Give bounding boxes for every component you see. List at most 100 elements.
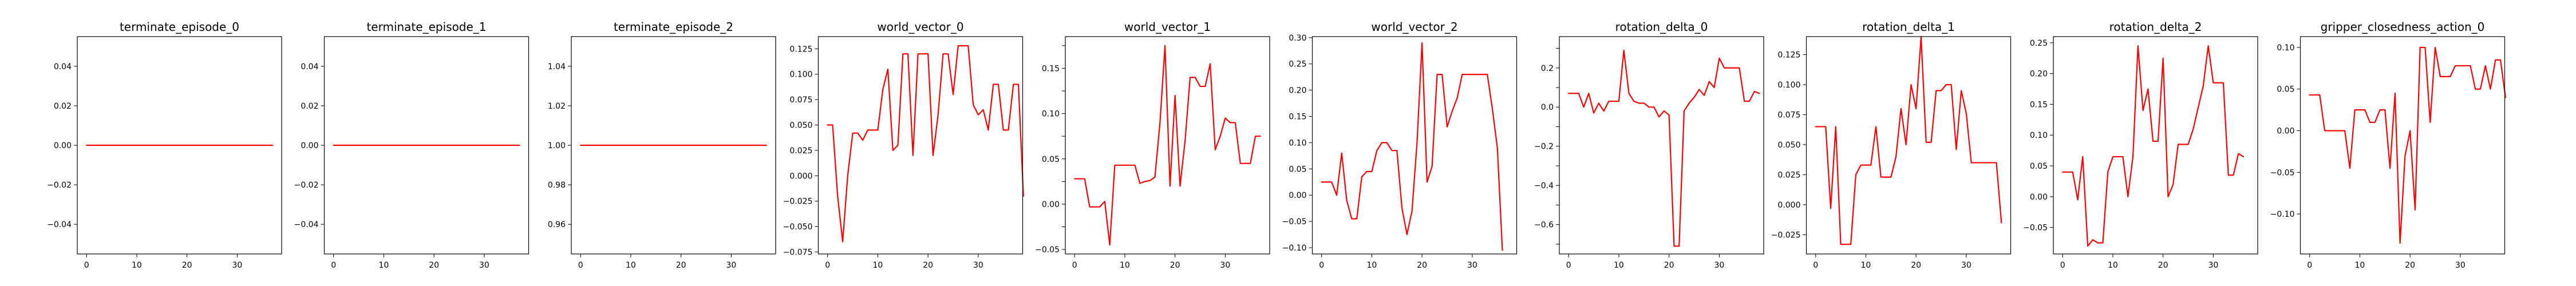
y-tick-label: 0.100: [1777, 81, 1800, 90]
y-tick-label: 0.10: [1042, 110, 1060, 119]
x-tick-label: 30: [726, 261, 736, 270]
y-tick-label: 0.025: [1777, 170, 1800, 180]
x-tick-label: 20: [923, 261, 933, 270]
axes-frame: [1559, 36, 1764, 255]
x-tick-label: 10: [1614, 261, 1624, 270]
x-tick-label: 30: [973, 261, 983, 270]
x-tick-label: 30: [1467, 261, 1477, 270]
y-tick-label: 0.15: [1042, 64, 1060, 73]
subplot-7: rotation_delta_1 0 10 20 30 −0.025 0.000 0.025 0…: [1771, 20, 2012, 270]
y-tick-label: 0.10: [2277, 43, 2294, 53]
y-tick-label: 0.20: [2030, 70, 2048, 79]
x-tick-label: 20: [2158, 261, 2168, 270]
y-tick-label: −0.04: [47, 220, 72, 229]
y-tick-label: 0.050: [1777, 141, 1800, 150]
x-tick-label: 20: [2405, 261, 2415, 270]
y-tick-label: 0.05: [1042, 155, 1060, 164]
y-tick-label: 0.05: [1289, 165, 1306, 174]
x-tick-label: 20: [1664, 261, 1674, 270]
y-tick-label: −0.025: [1771, 231, 1801, 240]
x-tick-label: 30: [1714, 261, 1724, 270]
axes-frame: [2300, 36, 2506, 255]
axes-frame: [1065, 36, 1270, 255]
y-tick-label: 0.25: [2030, 39, 2048, 48]
x-tick-label: 0: [2060, 261, 2065, 270]
subplot-3: world_vector_0 0 10 20 30 −0.075 −0.050 −0.025 0…: [783, 20, 1024, 270]
series-line: [2062, 45, 2245, 247]
x-tick-label: 20: [676, 261, 686, 270]
x-tick-label: 10: [379, 261, 389, 270]
y-tick-label: −0.050: [783, 223, 813, 232]
subplot-6: rotation_delta_0 0 10 20 30 −0.6 −0.4 −0.2 0.0 0.…: [1534, 20, 1764, 270]
y-tick-label: 0.125: [1777, 50, 1800, 59]
subplot-title: world_vector_1: [1124, 20, 1211, 34]
y-tick-label: 0.00: [1289, 191, 1306, 200]
x-tick-label: 0: [1319, 261, 1324, 270]
x-tick-label: 0: [1566, 261, 1571, 270]
y-tick-label: 0.04: [54, 62, 72, 72]
y-tick-label: 0.00: [54, 141, 72, 150]
x-tick-label: 20: [182, 261, 192, 270]
y-tick-label: 0.075: [1777, 110, 1800, 120]
y-tick-label: −0.025: [783, 197, 813, 206]
series-line: [1074, 45, 1261, 246]
y-tick-label: 0.04: [301, 62, 318, 72]
x-tick-label: 30: [479, 261, 489, 270]
subplot-title: rotation_delta_2: [2109, 20, 2202, 34]
y-tick-label: 1.04: [548, 62, 566, 72]
x-tick-label: 10: [626, 261, 636, 270]
series-line: [827, 45, 1024, 243]
y-tick-label: −0.2: [1534, 142, 1554, 152]
y-tick-label: 0.000: [1777, 201, 1800, 210]
y-tick-label: −0.10: [1282, 244, 1307, 253]
y-tick-label: 0.15: [1289, 113, 1306, 122]
series-line: [1321, 42, 1503, 251]
x-tick-label: 30: [1961, 261, 1971, 270]
x-tick-label: 0: [578, 261, 583, 270]
x-tick-label: 10: [873, 261, 883, 270]
y-tick-label: 0.05: [2277, 85, 2294, 94]
y-tick-label: 0.02: [54, 102, 72, 111]
subplot-title: gripper_closedness_action_0: [2321, 20, 2485, 34]
y-tick-label: 0.00: [1042, 200, 1060, 209]
subplot-title: terminate_episode_1: [366, 20, 486, 34]
y-tick-label: 1.00: [548, 141, 566, 150]
y-tick-label: 0.00: [2277, 127, 2294, 136]
y-tick-label: 0.125: [789, 45, 812, 54]
subplot-0: terminate_episode_0 0 10 20 30 −0.04 −0.02 0.00…: [47, 20, 282, 270]
y-tick-label: 0.25: [1289, 60, 1306, 69]
y-tick-label: 0.05: [2030, 162, 2048, 171]
y-tick-label: 0.050: [789, 121, 812, 130]
axes-frame: [1805, 36, 2012, 255]
x-tick-label: 30: [1220, 261, 1230, 270]
x-tick-label: 20: [1911, 261, 1921, 270]
y-tick-label: 0.10: [1289, 138, 1306, 148]
y-tick-label: 0.100: [789, 70, 812, 80]
y-tick-label: −0.05: [2023, 224, 2048, 233]
x-tick-label: 0: [1072, 261, 1077, 270]
y-tick-label: 0.96: [548, 220, 566, 229]
subplot-1: terminate_episode_1 0 10 20 30 −0.04 −0.02 0.00…: [294, 20, 530, 270]
subplot-title: rotation_delta_0: [1615, 20, 1708, 34]
x-tick-label: 30: [232, 261, 242, 270]
x-tick-label: 0: [1813, 261, 1818, 270]
y-tick-label: −0.05: [2270, 168, 2295, 177]
y-tick-label: 0.98: [548, 181, 566, 190]
subplot-5: world_vector_2 0 10 20 30 −0.10 −0.05 0.00 0.05 0…: [1282, 20, 1518, 270]
y-tick-label: 0.025: [789, 146, 812, 156]
y-tick-label: 0.10: [2030, 131, 2048, 140]
y-tick-label: 0.075: [789, 96, 812, 105]
series-line: [2309, 46, 2506, 244]
y-tick-label: −0.05: [1282, 217, 1307, 227]
x-tick-label: 10: [1367, 261, 1377, 270]
x-tick-label: 0: [331, 261, 336, 270]
series-line: [1815, 35, 2002, 245]
x-tick-label: 0: [2307, 261, 2312, 270]
x-tick-label: 20: [429, 261, 439, 270]
y-tick-label: 0.00: [301, 141, 318, 150]
x-tick-label: 10: [1120, 261, 1130, 270]
y-tick-label: −0.075: [783, 248, 813, 257]
y-tick-label: −0.05: [1035, 245, 1060, 255]
subplot-title: terminate_episode_2: [614, 20, 733, 34]
subplot-9: gripper_closedness_action_0 0 10 20 30 −0.10 −…: [2270, 20, 2506, 270]
